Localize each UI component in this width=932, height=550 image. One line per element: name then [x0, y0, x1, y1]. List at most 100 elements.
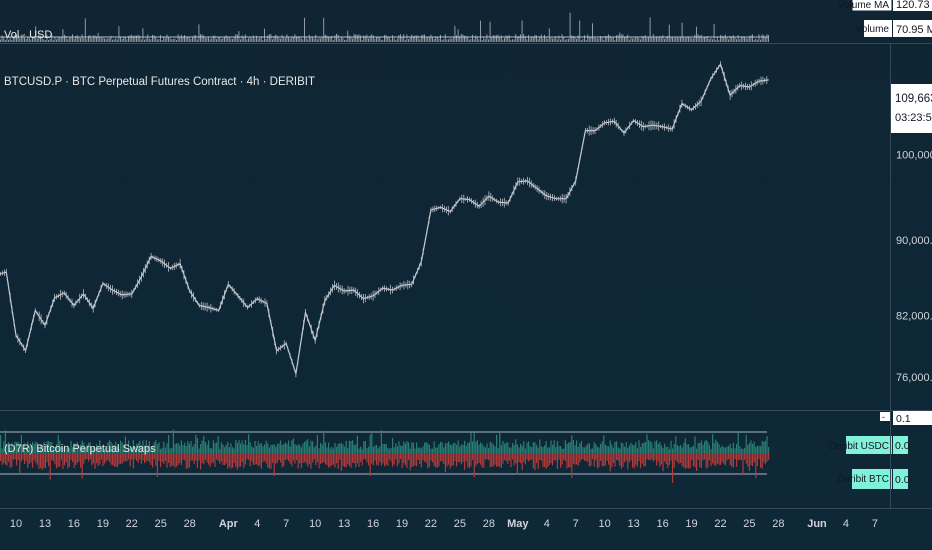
volume-bar [22, 34, 24, 42]
volume-bar [46, 34, 48, 42]
volume-bar [686, 37, 688, 42]
funding-bar-positive [196, 438, 198, 453]
funding-bar-negative [300, 453, 302, 469]
funding-bar-negative [550, 453, 552, 464]
funding-bar-positive [588, 443, 590, 453]
funding-bar-positive [35, 441, 37, 453]
funding-bar-positive [254, 440, 256, 453]
funding-bar-positive [464, 440, 466, 453]
funding-bar-negative [419, 453, 421, 465]
volume-bar [132, 36, 134, 42]
funding-bar-positive [187, 441, 189, 453]
funding-bar-negative [275, 453, 277, 464]
volume-bar [540, 34, 542, 42]
volume-bar [208, 36, 209, 42]
volume-bar [760, 39, 761, 42]
funding-bar-negative [166, 453, 168, 468]
volume-bar [680, 36, 681, 42]
volume-bar [246, 39, 248, 42]
funding-bar-positive [702, 444, 704, 453]
funding-bar-negative [355, 453, 357, 468]
volume-bar [24, 37, 25, 42]
funding-bar-positive [6, 444, 8, 453]
funding-bar-positive [203, 435, 205, 453]
volume-bar [393, 38, 395, 42]
funding-bar-positive [552, 444, 554, 453]
volume-bar [281, 34, 283, 42]
funding-bar-negative [456, 453, 458, 467]
funding-bar-negative [492, 453, 494, 467]
volume-bar [296, 36, 297, 42]
funding-bar-positive [342, 444, 344, 453]
funding-bar-positive [281, 445, 283, 453]
time-tick-label: May [507, 518, 529, 530]
funding-bar-negative [116, 453, 118, 468]
funding-bar-positive [60, 446, 62, 453]
funding-bar-positive [48, 441, 50, 453]
funding-bar-positive [632, 444, 634, 453]
funding-bar-negative [353, 453, 355, 464]
funding-bar-positive [694, 436, 696, 453]
deribit-usdc-label: Deribit USDC [829, 441, 889, 452]
volume-bar [512, 39, 513, 42]
volume-bar [184, 35, 185, 42]
funding-bar-negative [443, 453, 445, 464]
time-axis[interactable]: 10 13 16 19 22 25 28 Apr 4 7 10 13 16 19 22 25 28 May 4 7 10… [10, 518, 878, 530]
volume-bar [172, 38, 174, 42]
funding-bar-positive [291, 440, 293, 453]
funding-bar-positive [564, 440, 566, 453]
time-tick-label: 22 [126, 518, 138, 530]
funding-bar-positive [43, 442, 45, 453]
funding-bar-negative [704, 453, 706, 460]
funding-bar-positive [68, 448, 70, 453]
volume-bar [697, 34, 699, 42]
volume-bar [30, 39, 32, 42]
funding-bar-positive [521, 445, 523, 453]
funding-bar-positive [640, 447, 642, 453]
funding-bar-negative [28, 453, 30, 464]
funding-bar-positive [764, 440, 766, 453]
volume-bar [99, 37, 101, 42]
funding-bar-positive [739, 446, 741, 453]
funding-bar-positive [446, 442, 448, 453]
price-axis[interactable]: 100,000.090,000.082,000.076,000.0 [896, 150, 932, 384]
funding-bar-positive [140, 445, 142, 453]
funding-bar-negative [121, 453, 123, 464]
funding-bar-negative [211, 453, 213, 464]
funding-bar-positive [174, 444, 176, 453]
funding-bar-positive [492, 444, 494, 453]
volume-bar [164, 38, 166, 42]
volume-pane: Vol · USD Volume MA 120.73 M Volume 70.9… [0, 0, 932, 42]
funding-bar-positive [112, 444, 114, 453]
volume-bar [601, 37, 603, 42]
funding-bar-negative [281, 453, 283, 468]
funding-bar-negative [723, 453, 725, 464]
funding-bar-negative [184, 453, 186, 461]
funding-bar-positive [636, 448, 638, 453]
volume-bar [508, 35, 510, 42]
volume-bar [657, 37, 659, 42]
funding-bar-negative [582, 453, 584, 460]
funding-bar-positive [684, 438, 686, 453]
volume-bar [78, 37, 80, 42]
volume-bar [552, 38, 553, 42]
funding-bar-positive [600, 444, 602, 453]
funding-bar-positive [300, 447, 302, 453]
volume-bar [102, 37, 104, 42]
volume-bar [225, 35, 227, 42]
time-tick-label: 19 [97, 518, 109, 530]
funding-bar-positive [750, 440, 752, 453]
funding-bar-negative [62, 453, 64, 469]
funding-bar-positive [257, 441, 259, 453]
volume-bar [193, 35, 195, 42]
funding-bar-negative [620, 453, 622, 469]
funding-bar-positive [504, 443, 506, 453]
funding-bar-negative [288, 453, 290, 462]
funding-bar-negative [740, 453, 742, 460]
volume-bar [313, 38, 315, 42]
funding-bar-positive [756, 445, 758, 453]
funding-bar-positive [412, 442, 414, 453]
volume-bar [49, 38, 51, 42]
volume-bar [662, 35, 664, 42]
funding-bar-positive [403, 441, 405, 453]
